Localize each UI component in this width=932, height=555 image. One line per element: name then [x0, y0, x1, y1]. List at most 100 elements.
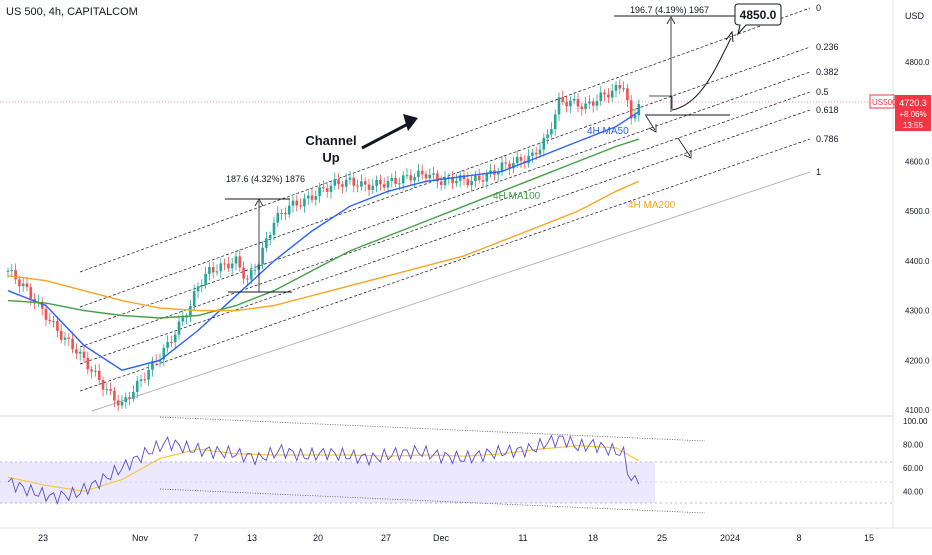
- fib-level-label: 0.236: [816, 42, 839, 52]
- target-callout[interactable]: 4850.0: [734, 3, 782, 36]
- measure-top-label: 196.7 (4.19%) 1967: [630, 5, 709, 15]
- candle-body: [474, 175, 477, 182]
- candle-body: [21, 283, 25, 287]
- ma-line-4h-ma50[interactable]: [7, 111, 640, 371]
- candle-body: [561, 97, 565, 102]
- candle-body: [428, 174, 432, 179]
- candle-body: [170, 341, 173, 343]
- candle-body: [413, 177, 416, 181]
- candle-body: [633, 115, 637, 119]
- rsi-top-trendline[interactable]: [159, 416, 706, 442]
- candle-body: [306, 195, 310, 199]
- measure-top[interactable]: 196.7 (4.19%) 1967: [614, 5, 735, 116]
- fib-channel-line[interactable]: [79, 109, 811, 365]
- rsi-tick-label: 60.00: [903, 464, 924, 473]
- candle-body: [10, 270, 14, 272]
- candle-body: [211, 267, 215, 273]
- candle-body: [527, 155, 530, 164]
- fib-channel-line[interactable]: [79, 7, 811, 273]
- candle-body: [599, 92, 603, 102]
- candle-body: [75, 349, 78, 354]
- candle-body: [496, 171, 500, 175]
- candle-body: [603, 92, 606, 95]
- candle-body: [607, 94, 610, 98]
- candle-body: [67, 337, 71, 339]
- candle-body: [576, 98, 580, 107]
- candle-body: [56, 321, 59, 331]
- down-arrow-2[interactable]: [677, 137, 691, 157]
- candle-body: [71, 338, 74, 350]
- fib-channel-line[interactable]: [91, 171, 811, 412]
- candle-body: [588, 101, 591, 104]
- candle-body: [363, 181, 367, 185]
- measure-left[interactable]: 187.6 (4.32%) 1876: [225, 174, 305, 293]
- candle-body: [132, 392, 135, 399]
- candle-body: [398, 183, 401, 185]
- candle-body: [105, 389, 109, 391]
- candle-body: [409, 175, 413, 181]
- projection-arrow-head: [725, 30, 734, 43]
- rsi-tick-label: 40.00: [903, 487, 924, 496]
- candle-body: [348, 177, 352, 180]
- price-tick-label: 4100.0: [905, 406, 930, 415]
- candle-body: [470, 181, 473, 186]
- candle-body: [569, 100, 572, 107]
- candle-body: [86, 357, 90, 370]
- candle-body: [622, 88, 625, 90]
- candle-body: [325, 188, 329, 192]
- price-badge[interactable]: [895, 95, 931, 131]
- channel-arrow[interactable]: [361, 122, 409, 150]
- channel-label-line1: Channel: [305, 133, 356, 148]
- candle-body: [185, 316, 188, 318]
- candle-body: [534, 152, 538, 155]
- candle-body: [538, 149, 542, 155]
- ma200-label: 4H MA200: [628, 200, 676, 211]
- fib-channel-line[interactable]: [79, 71, 811, 330]
- candle-body: [227, 263, 230, 269]
- candle-body: [462, 175, 466, 180]
- fib-level-label: 0: [816, 3, 821, 13]
- rsi-ma-line[interactable]: [7, 444, 640, 492]
- candle-body: [94, 370, 97, 372]
- candle-body: [591, 101, 595, 106]
- fib-channel-line[interactable]: [79, 91, 811, 348]
- candle-body: [519, 156, 523, 161]
- rsi-line[interactable]: [7, 434, 640, 506]
- down-arrow-1[interactable]: [645, 115, 656, 131]
- price-tick-label: 4500.0: [905, 207, 930, 216]
- price-badge-change: +8.06%: [899, 110, 926, 119]
- candle-body: [44, 308, 48, 320]
- candle-body: [272, 222, 276, 235]
- candle-body: [25, 283, 29, 288]
- fib-level-label: 0.382: [816, 67, 839, 77]
- candle-body: [143, 379, 147, 381]
- candle-body: [504, 162, 508, 164]
- candle-body: [572, 98, 576, 101]
- candle-body: [500, 162, 504, 172]
- candle-body: [481, 180, 485, 182]
- candle-body: [116, 400, 120, 406]
- rsi-bottom-trendline[interactable]: [159, 488, 706, 514]
- candle-body: [618, 85, 622, 89]
- candle-body: [280, 213, 283, 215]
- channel-arrow-head: [403, 114, 418, 131]
- ma-line-4h-ma200[interactable]: [7, 180, 640, 312]
- candle-body: [124, 397, 128, 403]
- candle-body: [162, 347, 166, 360]
- candle-body: [352, 177, 356, 186]
- projection-curve[interactable]: [671, 37, 732, 111]
- candle-body: [375, 179, 378, 186]
- symbol-header[interactable]: US 500, 4h, CAPITALCOM: [6, 6, 138, 18]
- ma-line-4h-ma100[interactable]: [7, 138, 640, 319]
- symbol-badge[interactable]: [869, 94, 895, 109]
- candle-body: [97, 370, 101, 380]
- time-tick-label: Nov: [132, 533, 149, 543]
- fib-channel-line[interactable]: [79, 138, 811, 392]
- candle-body: [177, 321, 181, 335]
- time-tick-label: 15: [864, 533, 874, 543]
- time-tick-label: 18: [588, 533, 598, 543]
- time-tick-label: 13: [247, 533, 257, 543]
- candle-body: [253, 269, 257, 271]
